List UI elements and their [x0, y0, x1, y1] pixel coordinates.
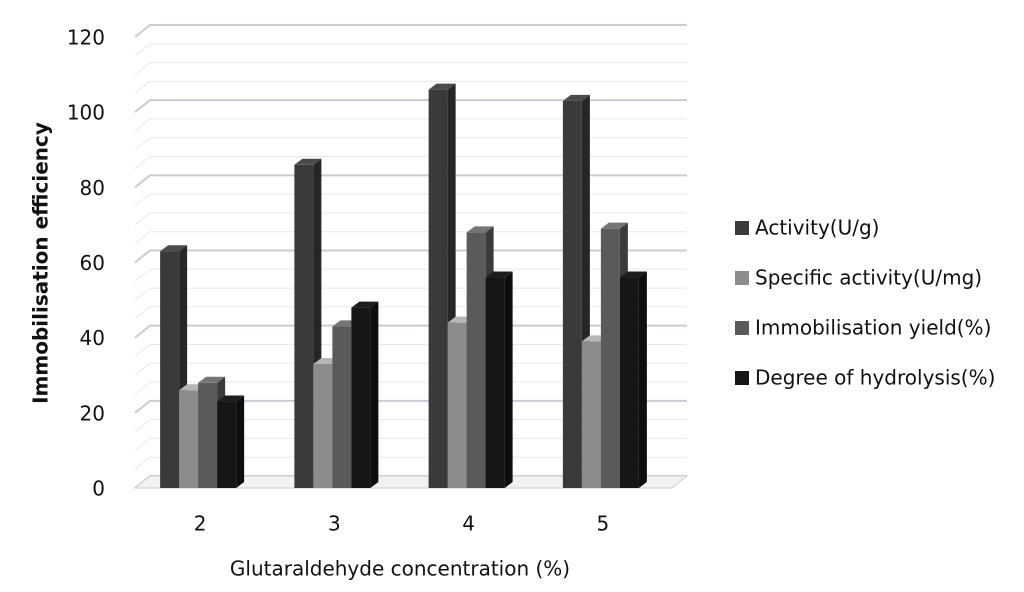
y-axis-title: Immobilisation efficiency: [29, 122, 53, 404]
bar-top: [217, 395, 245, 402]
minor-grid-line: [134, 231, 687, 245]
minor-grid-line: [134, 137, 687, 151]
legend-swatch: [735, 271, 749, 285]
back-wall: [135, 15, 150, 488]
bar-front: [619, 277, 639, 488]
bar-front: [428, 89, 448, 488]
bar-front: [160, 251, 180, 488]
minor-grid-line: [134, 62, 687, 75]
bar-front: [313, 363, 333, 488]
bar-front: [332, 326, 352, 488]
x-tick-label: 2: [194, 512, 207, 536]
minor-grid-line: [134, 156, 687, 169]
bar-front: [294, 164, 314, 489]
bar-front: [466, 232, 486, 488]
bar-side: [370, 301, 379, 488]
x-axis-title: Glutaraldehyde concentration (%): [230, 557, 570, 581]
bar-top: [562, 94, 590, 101]
y-tick-label: 20: [80, 401, 105, 425]
y-tick-label: 40: [80, 326, 105, 350]
bar-top: [351, 301, 379, 308]
y-tick-label: 60: [80, 251, 105, 275]
minor-grid-line: [134, 212, 687, 226]
legend-label: Immobilisation yield(%): [755, 316, 991, 340]
grid-line: [134, 249, 687, 264]
bar-top: [466, 226, 494, 233]
legend-label: Specific activity(U/mg): [755, 266, 982, 290]
legend-swatch: [735, 321, 749, 335]
y-tick-label: 120: [67, 26, 105, 50]
legend-swatch: [735, 371, 749, 385]
legend-label: Degree of hydrolysis(%): [755, 366, 995, 390]
bar-top: [294, 158, 322, 165]
bar-front: [581, 341, 601, 488]
x-tick-label: 3: [328, 512, 341, 536]
y-tick-label: 0: [92, 477, 105, 501]
minor-grid-line: [134, 193, 687, 207]
legend-label: Activity(U/g): [755, 216, 879, 240]
x-tick-label: 5: [597, 512, 610, 536]
bar-front: [351, 307, 371, 488]
bar-top: [198, 376, 226, 383]
x-tick-label: 4: [462, 512, 475, 536]
bar-front: [562, 100, 582, 489]
minor-grid-line: [134, 268, 687, 282]
grid-line: [134, 174, 687, 189]
bar-front: [198, 382, 218, 488]
bar-front: [600, 228, 620, 489]
bar-front: [485, 277, 505, 488]
grid-line: [134, 24, 687, 38]
minor-grid-line: [134, 118, 687, 132]
bar-top: [619, 271, 647, 278]
y-tick-label: 80: [80, 176, 105, 200]
bar-top: [160, 245, 188, 252]
grid-line: [134, 99, 687, 113]
bar-side: [236, 395, 245, 488]
bar-side: [638, 271, 647, 488]
bar-top: [485, 271, 513, 278]
bar-front: [179, 390, 199, 488]
bar-front: [217, 401, 237, 488]
minor-grid-line: [134, 80, 687, 94]
bar-top: [428, 83, 456, 90]
bar-top: [600, 222, 628, 229]
y-tick-label: 100: [67, 101, 105, 125]
bar-front: [447, 322, 467, 488]
bar-side: [504, 271, 513, 488]
legend-swatch: [735, 221, 749, 235]
minor-grid-line: [134, 43, 687, 57]
